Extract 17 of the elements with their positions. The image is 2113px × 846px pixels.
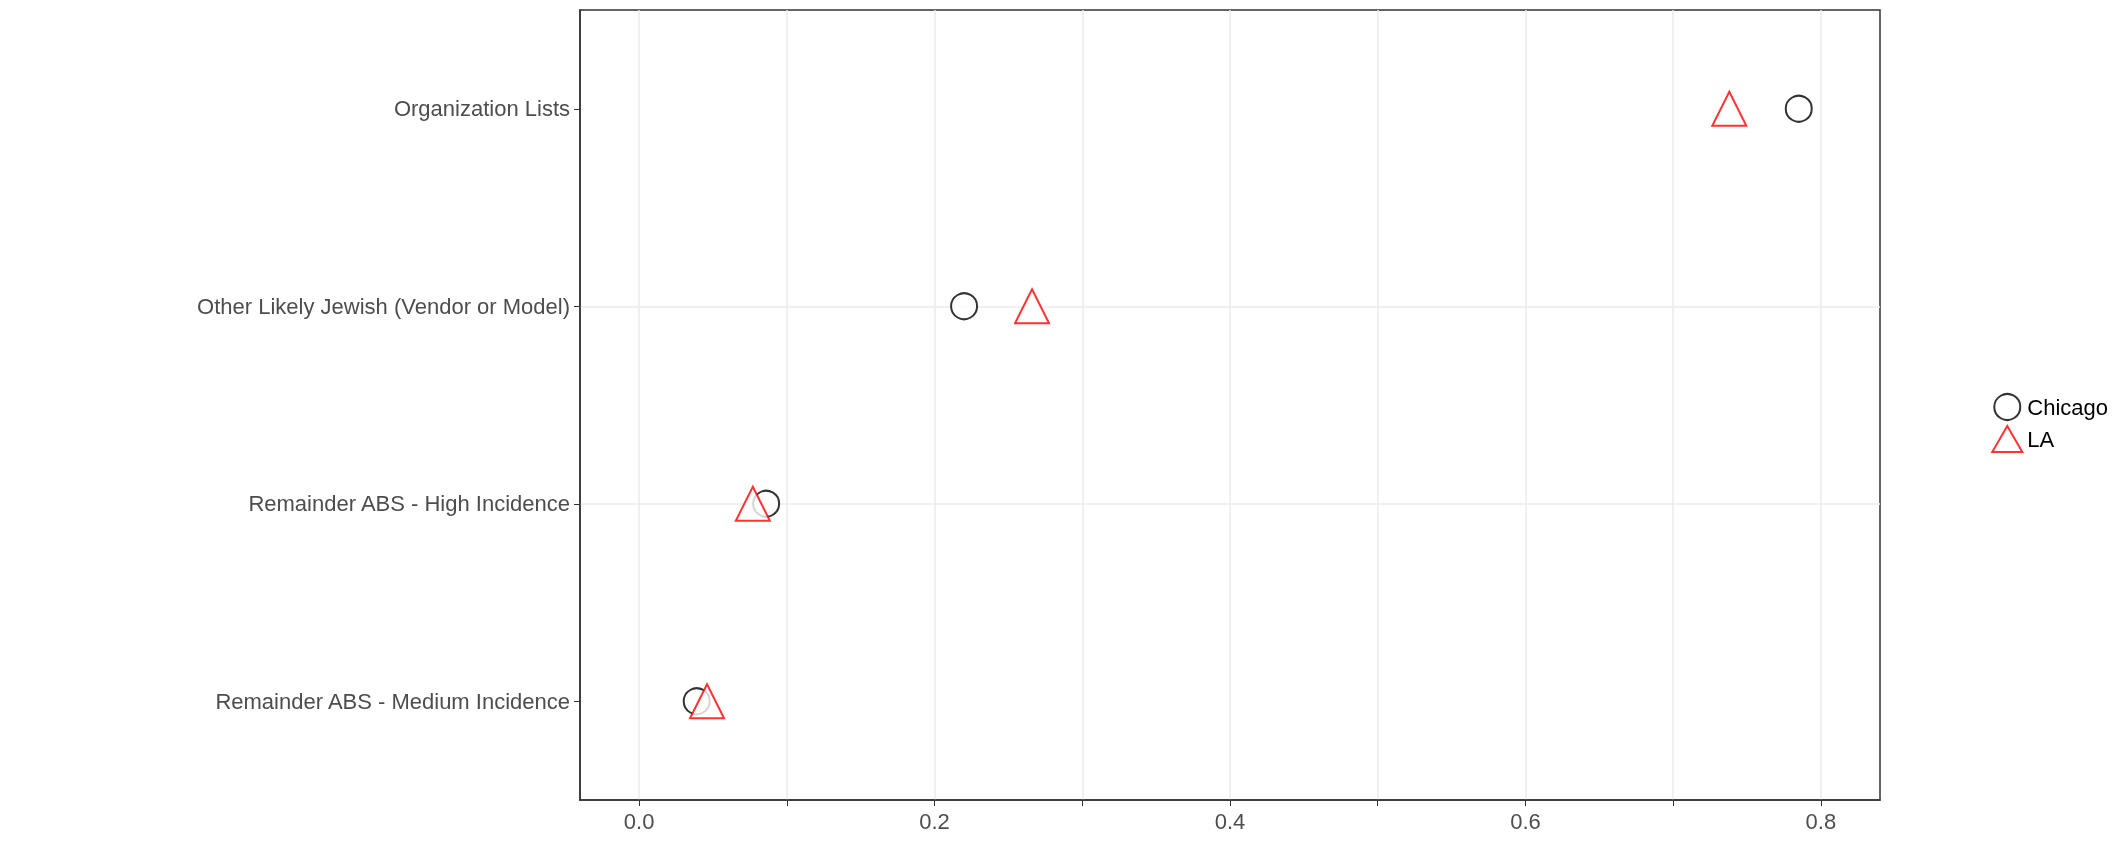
y-tick-label: Remainder ABS - High Incidence bbox=[248, 491, 570, 517]
point bbox=[950, 292, 979, 321]
point bbox=[689, 683, 726, 720]
x-tick-label: 0.4 bbox=[1214, 808, 1246, 834]
point bbox=[1014, 288, 1051, 325]
y-tick-label: Other Likely Jewish (Vendor or Model) bbox=[197, 293, 570, 319]
y-tick-label: Organization Lists bbox=[393, 96, 570, 122]
x-tick-label: 0.6 bbox=[1510, 808, 1541, 834]
point bbox=[1784, 94, 1813, 123]
legend-label: Chicago bbox=[2027, 394, 2108, 420]
legend-label: LA bbox=[2027, 426, 2055, 452]
x-tick-label: 0.2 bbox=[919, 808, 950, 834]
y-tick-label: Remainder ABS - Medium Incidence bbox=[215, 688, 570, 714]
x-tick-label: 0.8 bbox=[1805, 808, 1837, 834]
x-tick-label: 0.0 bbox=[623, 808, 655, 834]
point bbox=[1711, 90, 1748, 127]
point bbox=[734, 485, 771, 522]
